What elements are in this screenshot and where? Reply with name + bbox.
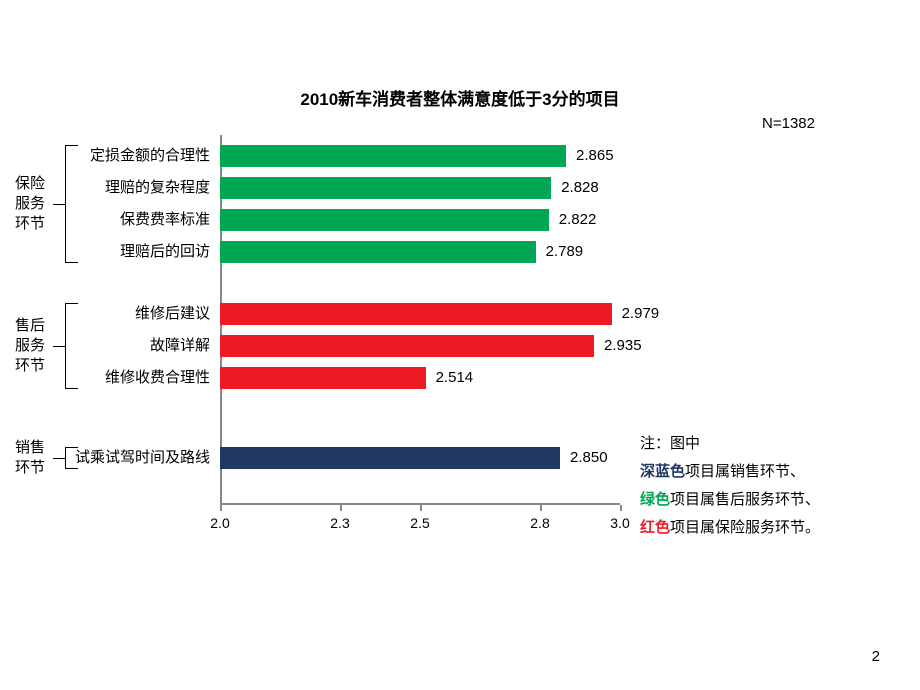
x-tick-label: 3.0 bbox=[610, 515, 629, 531]
bar-value-label: 2.822 bbox=[559, 209, 597, 231]
bar-value-label: 2.979 bbox=[622, 303, 660, 325]
legend-color-word: 深蓝色 bbox=[640, 463, 685, 480]
x-tick bbox=[220, 505, 222, 511]
legend-rest: 项目属售后服务环节、 bbox=[670, 491, 820, 508]
page-number: 2 bbox=[872, 648, 880, 665]
bar-value-label: 2.935 bbox=[604, 335, 642, 357]
legend-rest: 项目属销售环节、 bbox=[685, 463, 805, 480]
x-tick bbox=[540, 505, 542, 511]
bar bbox=[220, 447, 560, 469]
x-tick-label: 2.8 bbox=[530, 515, 549, 531]
legend-header: 注：图中 bbox=[640, 430, 820, 458]
bar bbox=[220, 241, 536, 263]
x-tick bbox=[420, 505, 422, 511]
bar bbox=[220, 367, 426, 389]
bar bbox=[220, 209, 549, 231]
legend-rest: 项目属保险服务环节。 bbox=[670, 519, 820, 536]
bar bbox=[220, 177, 551, 199]
legend-line: 深蓝色项目属销售环节、 bbox=[640, 458, 820, 486]
group-bracket bbox=[65, 447, 78, 469]
legend-color-word: 红色 bbox=[640, 519, 670, 536]
x-tick-label: 2.3 bbox=[330, 515, 349, 531]
legend-line: 红色项目属保险服务环节。 bbox=[640, 514, 820, 542]
group-bracket bbox=[65, 145, 78, 263]
group-bracket bbox=[65, 303, 78, 389]
bar-chart: 2.02.32.52.83.0 定损金额的合理性2.865理赔的复杂程度2.82… bbox=[220, 135, 620, 505]
bar-value-label: 2.514 bbox=[436, 367, 474, 389]
bar-value-label: 2.850 bbox=[570, 447, 608, 469]
bar-value-label: 2.789 bbox=[546, 241, 584, 263]
bar bbox=[220, 303, 612, 325]
bar bbox=[220, 335, 594, 357]
bar bbox=[220, 145, 566, 167]
x-tick-label: 2.0 bbox=[210, 515, 229, 531]
chart-title: 2010新车消费者整体满意度低于3分的项目 bbox=[0, 85, 920, 110]
x-tick bbox=[620, 505, 622, 511]
sample-size-label: N=1382 bbox=[762, 115, 815, 132]
bar-value-label: 2.865 bbox=[576, 145, 614, 167]
group-label: 售后服务环节 bbox=[15, 316, 55, 376]
legend-note: 注：图中 深蓝色项目属销售环节、绿色项目属售后服务环节、红色项目属保险服务环节。 bbox=[640, 430, 820, 542]
group-label: 销售环节 bbox=[15, 438, 55, 478]
group-label: 保险服务环节 bbox=[15, 174, 55, 234]
bar-category-label: 理赔后的回访 bbox=[10, 241, 210, 263]
legend-line: 绿色项目属售后服务环节、 bbox=[640, 486, 820, 514]
x-tick bbox=[340, 505, 342, 511]
x-tick-label: 2.5 bbox=[410, 515, 429, 531]
bar-value-label: 2.828 bbox=[561, 177, 599, 199]
legend-color-word: 绿色 bbox=[640, 491, 670, 508]
bar-category-label: 定损金额的合理性 bbox=[10, 145, 210, 167]
